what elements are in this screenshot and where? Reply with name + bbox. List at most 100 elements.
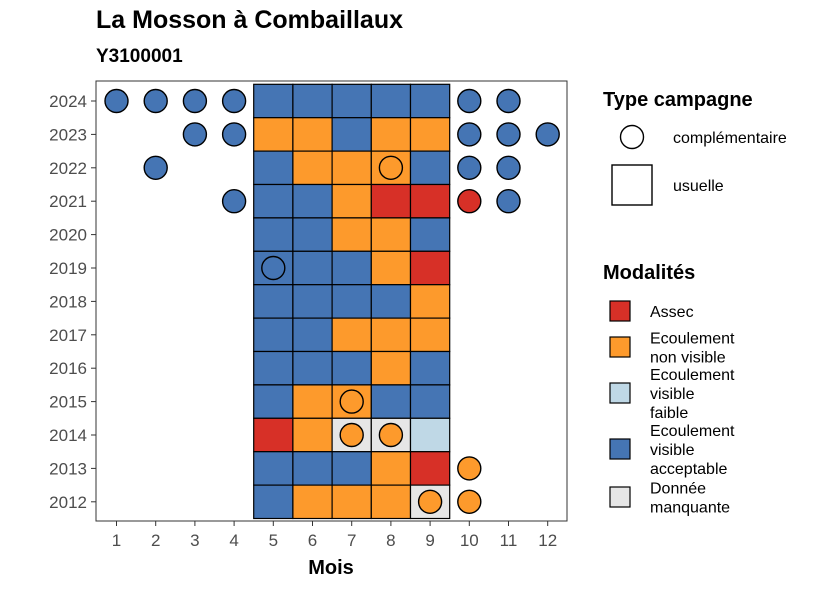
tile-2017-6: Ecoulement visible acceptable <box>292 317 333 353</box>
point-2012-9 <box>417 489 443 514</box>
tile-2016-8: Ecoulement non visible <box>370 350 412 386</box>
tile-2018-9: Ecoulement non visible <box>409 284 451 319</box>
point-2012-10 <box>457 489 482 514</box>
x-tick-label: 9 <box>425 531 434 550</box>
legend-complementaire-label: complémentaire <box>673 130 787 147</box>
point-2014-7 <box>339 422 364 448</box>
point-2019-5 <box>261 255 286 281</box>
point-2023-4 <box>221 122 247 147</box>
tile-2013-5: Ecoulement visible acceptable <box>253 451 294 486</box>
point-2015-7 <box>339 389 364 414</box>
tile-2024-8: Ecoulement visible acceptable <box>370 83 412 119</box>
x-tick-label: 12 <box>538 531 557 550</box>
tile-2021-5: Ecoulement visible acceptable <box>253 183 294 219</box>
x-tick-label: 8 <box>386 531 395 550</box>
tile-2016-6: Ecoulement visible acceptable <box>292 350 333 386</box>
point-2022-2 <box>143 155 168 181</box>
tile-2017-7: Ecoulement non visible <box>331 317 372 353</box>
chart-title: La Mosson à Combaillaux <box>96 6 404 34</box>
y-tick-label: 2021 <box>49 192 87 211</box>
x-tick-label: 6 <box>308 531 317 550</box>
y-tick-label: 2019 <box>49 259 87 278</box>
point-2022-11 <box>496 155 521 181</box>
legend-key-ecoulement-visible-acceptable <box>609 438 631 460</box>
tile-2019-6: Ecoulement visible acceptable <box>292 250 333 286</box>
tile-2022-9: Ecoulement visible acceptable <box>409 150 451 186</box>
y-tick-label: 2014 <box>49 426 87 445</box>
y-tick-label: 2016 <box>49 359 87 378</box>
x-tick-label: 4 <box>229 531 238 550</box>
tile-2024-9: Ecoulement visible acceptable <box>409 83 451 119</box>
y-axis: 2024 2023 2022 2021 2020 2019 2018 2017 2016 2015… <box>49 92 96 512</box>
tile-2023-7: Ecoulement visible acceptable <box>331 117 372 152</box>
tile-2023-5: Ecoulement non visible <box>253 117 294 152</box>
legend-label-ecoulement-non-visible: Ecoulement non visible <box>650 331 735 367</box>
y-tick-label: 2012 <box>49 493 87 512</box>
tile-2016-7: Ecoulement visible acceptable <box>331 350 372 386</box>
legend-label-donnee-manquante: Donnée manquante <box>650 481 730 517</box>
legend-label-ecoulement-visible-faible: Ecoulement visible faible <box>650 367 735 422</box>
point-2023-10 <box>457 122 482 147</box>
tile-2012-8: Ecoulement non visible <box>370 484 412 520</box>
tile-2018-7: Ecoulement visible acceptable <box>331 284 372 319</box>
tile-2017-8: Ecoulement non visible <box>370 317 412 353</box>
tile-2015-8: Ecoulement visible acceptable <box>370 384 412 419</box>
tile-2018-8: Ecoulement visible acceptable <box>370 284 412 319</box>
plot-area: Ecoulement visible acceptableEcoulement … <box>95 80 568 522</box>
legend-label-assec: Assec <box>650 304 694 321</box>
x-tick-label: 5 <box>269 531 278 550</box>
legend-key-donnee-manquante <box>609 486 631 508</box>
tile-2021-6: Ecoulement visible acceptable <box>292 183 333 219</box>
point-2021-11 <box>496 188 521 214</box>
tile-2013-7: Ecoulement visible acceptable <box>331 451 372 486</box>
point-2024-2 <box>143 88 168 114</box>
legend-type-title: Type campagne <box>603 89 753 111</box>
point-2024-3 <box>182 88 208 114</box>
tile-2023-6: Ecoulement non visible <box>292 117 333 152</box>
tile-2024-5: Ecoulement visible acceptable <box>253 83 294 119</box>
point-2021-10 <box>457 188 482 214</box>
y-tick-label: 2015 <box>49 393 87 412</box>
tile-2018-6: Ecoulement visible acceptable <box>292 284 333 319</box>
x-axis-label: Mois <box>308 557 354 579</box>
y-tick-label: 2020 <box>49 226 87 245</box>
point-2024-4 <box>221 88 247 114</box>
chart-subtitle: Y3100001 <box>96 46 183 67</box>
y-tick-label: 2022 <box>49 159 87 178</box>
legend-usuelle-icon <box>611 164 653 206</box>
tile-2020-5: Ecoulement visible acceptable <box>253 217 294 252</box>
x-tick-label: 3 <box>190 531 199 550</box>
tile-2019-9: Assec <box>409 250 451 286</box>
legend-label-ecoulement-visible-acceptable: Ecoulement visible acceptable <box>650 423 735 478</box>
point-2024-11 <box>496 88 521 114</box>
tile-2015-9: Ecoulement visible acceptable <box>409 384 451 419</box>
y-tick-label: 2013 <box>49 459 87 478</box>
y-tick-label: 2024 <box>49 92 87 111</box>
tile-2021-8: Assec <box>370 183 412 219</box>
legend-complementaire-icon <box>619 124 645 150</box>
tile-2014-6: Ecoulement non visible <box>292 417 333 453</box>
tile-2014-9: Ecoulement visible faible <box>409 417 451 453</box>
tile-2019-7: Ecoulement visible acceptable <box>331 250 372 286</box>
point-2014-8 <box>378 422 404 448</box>
tile-2021-9: Assec <box>409 183 451 219</box>
tile-2018-5: Ecoulement visible acceptable <box>253 284 294 319</box>
tile-2020-6: Ecoulement visible acceptable <box>292 217 333 252</box>
tile-2012-5: Ecoulement visible acceptable <box>253 484 294 520</box>
point-2021-4 <box>221 188 247 214</box>
x-tick-label: 2 <box>151 531 160 550</box>
tile-2022-7: Ecoulement non visible <box>331 150 372 186</box>
tile-2019-8: Ecoulement non visible <box>370 250 412 286</box>
legend-key-ecoulement-non-visible <box>609 336 631 358</box>
tile-2012-7: Ecoulement non visible <box>331 484 372 520</box>
x-tick-label: 10 <box>460 531 479 550</box>
tile-2023-8: Ecoulement non visible <box>370 117 412 152</box>
tile-2015-6: Ecoulement non visible <box>292 384 333 419</box>
legend-modalites-title: Modalités <box>603 262 695 284</box>
point-2024-10 <box>457 88 482 114</box>
tile-2020-9: Ecoulement visible acceptable <box>409 217 451 252</box>
point-2024-1 <box>104 88 129 114</box>
point-2013-10 <box>457 456 482 481</box>
